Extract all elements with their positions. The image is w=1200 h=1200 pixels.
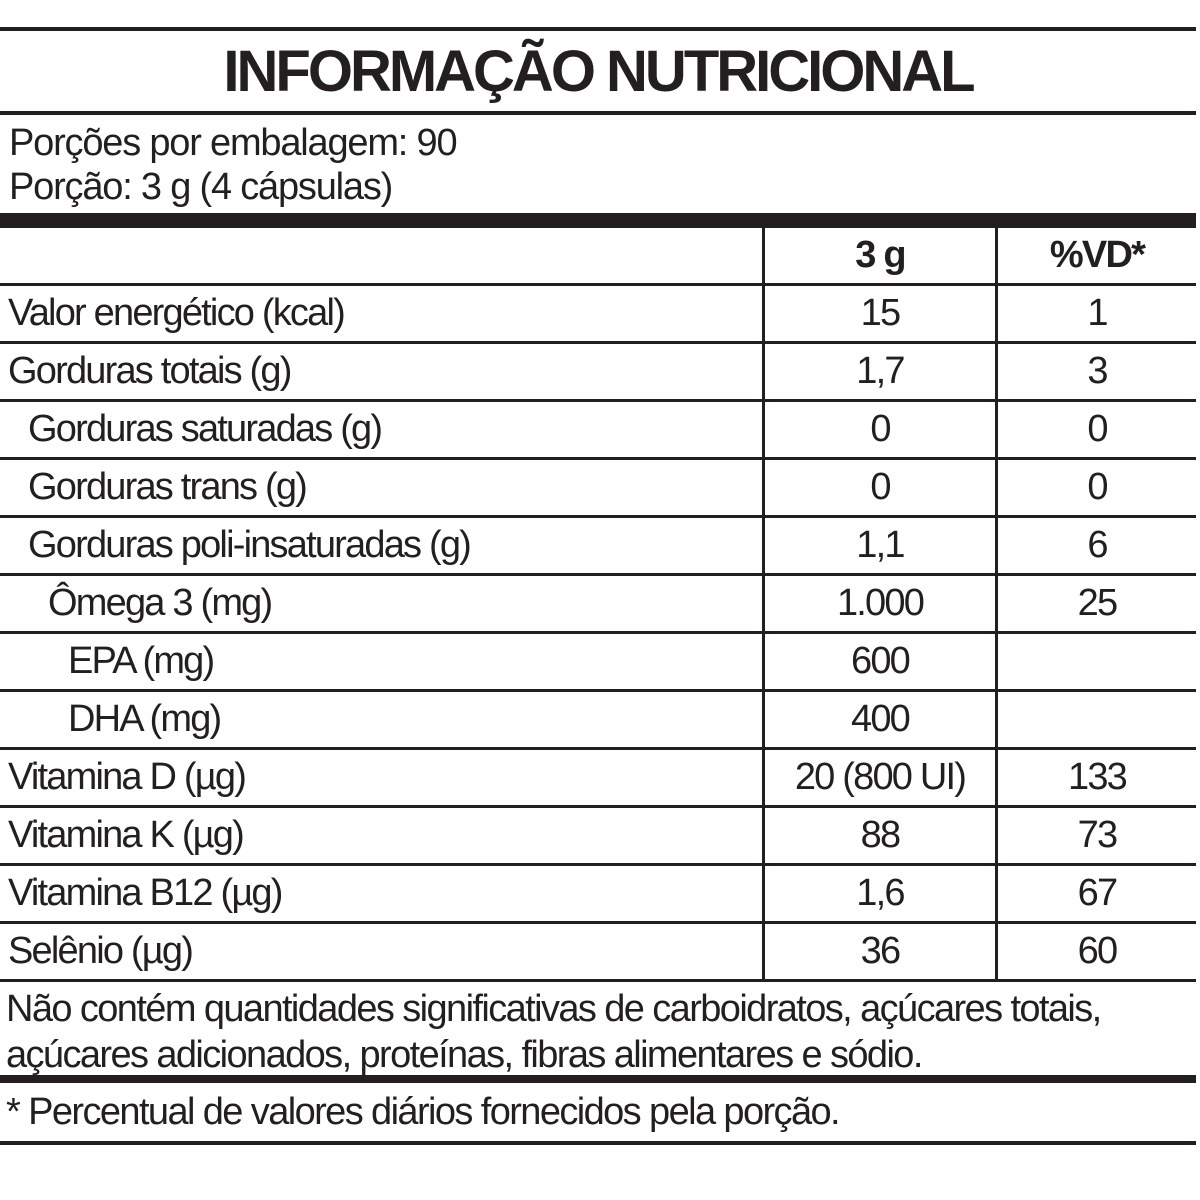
- table-row: Selênio (µg) 36 60: [0, 922, 1196, 982]
- nutrient-amount: 88: [762, 806, 997, 866]
- header-nutrient: [0, 228, 764, 286]
- nutrient-name: DHA (mg): [0, 690, 764, 750]
- nutrient-name: Gorduras poli-insaturadas (g): [0, 516, 764, 576]
- nutrient-daily-value: 60: [995, 922, 1196, 982]
- servings-per-package: Porções por embalagem: 90: [9, 122, 458, 164]
- nutrient-daily-value: 0: [995, 458, 1196, 518]
- nutrient-amount: 1,7: [762, 342, 997, 402]
- nutrition-note: Não contém quantidades significativas de…: [0, 982, 1196, 1083]
- footnote: * Percentual de valores diários fornecid…: [0, 1083, 1196, 1145]
- nutrient-name: EPA (mg): [0, 632, 764, 692]
- table-row: Valor energético (kcal) 15 1: [0, 284, 1196, 344]
- nutrient-daily-value: 25: [995, 574, 1196, 634]
- nutrient-name: Selênio (µg): [0, 922, 764, 982]
- table-row: DHA (mg) 400: [0, 690, 1196, 750]
- table-row: Gorduras saturadas (g) 0 0: [0, 400, 1196, 460]
- table-row: Ômega 3 (mg) 1.000 25: [0, 574, 1196, 634]
- nutrient-daily-value: [995, 632, 1196, 692]
- nutrient-daily-value: 67: [995, 864, 1196, 924]
- divider-bar: [0, 213, 1196, 228]
- nutrient-amount: 0: [762, 400, 997, 460]
- nutrient-amount: 0: [762, 458, 997, 518]
- table-row: Gorduras totais (g) 1,7 3: [0, 342, 1196, 402]
- nutrition-facts-label: INFORMAÇÃO NUTRICIONAL Porções por embal…: [0, 27, 1196, 1145]
- nutrient-daily-value: 6: [995, 516, 1196, 576]
- serving-info: Porções por embalagem: 90 Porção: 3 g (4…: [0, 115, 1196, 213]
- table-row: Vitamina K (µg) 88 73: [0, 806, 1196, 866]
- nutrient-name: Valor energético (kcal): [0, 284, 764, 344]
- table-row: Gorduras poli-insaturadas (g) 1,1 6: [0, 516, 1196, 576]
- nutrient-daily-value: 3: [995, 342, 1196, 402]
- table-row: Gorduras trans (g) 0 0: [0, 458, 1196, 518]
- nutrient-amount: 20 (800 UI): [762, 748, 997, 808]
- header-daily-value: %VD*: [995, 228, 1196, 286]
- nutrient-daily-value: [995, 690, 1196, 750]
- nutrient-name: Vitamina K (µg): [0, 806, 764, 866]
- header-amount: 3 g: [762, 228, 997, 286]
- nutrient-name: Gorduras totais (g): [0, 342, 764, 402]
- nutrient-daily-value: 73: [995, 806, 1196, 866]
- nutrient-name: Ômega 3 (mg): [0, 574, 764, 634]
- nutrient-daily-value: 0: [995, 400, 1196, 460]
- nutrition-table: 3 g %VD* Valor energético (kcal) 15 1 Gordu…: [0, 228, 1196, 982]
- nutrient-name: Vitamina D (µg): [0, 748, 764, 808]
- nutrient-amount: 1,6: [762, 864, 997, 924]
- nutrient-amount: 400: [762, 690, 997, 750]
- nutrient-name: Gorduras saturadas (g): [0, 400, 764, 460]
- nutrient-amount: 600: [762, 632, 997, 692]
- serving-size: Porção: 3 g (4 cápsulas): [9, 166, 393, 208]
- table-row: EPA (mg) 600: [0, 632, 1196, 692]
- nutrient-daily-value: 1: [995, 284, 1196, 344]
- label-title: INFORMAÇÃO NUTRICIONAL: [0, 31, 1196, 115]
- nutrient-amount: 1.000: [762, 574, 997, 634]
- nutrient-amount: 15: [762, 284, 997, 344]
- nutrient-name: Vitamina B12 (µg): [0, 864, 764, 924]
- table-row: Vitamina B12 (µg) 1,6 67: [0, 864, 1196, 924]
- nutrient-amount: 36: [762, 922, 997, 982]
- nutrient-name: Gorduras trans (g): [0, 458, 764, 518]
- nutrient-daily-value: 133: [995, 748, 1196, 808]
- nutrient-amount: 1,1: [762, 516, 997, 576]
- table-header-row: 3 g %VD*: [0, 228, 1196, 286]
- table-row: Vitamina D (µg) 20 (800 UI) 133: [0, 748, 1196, 808]
